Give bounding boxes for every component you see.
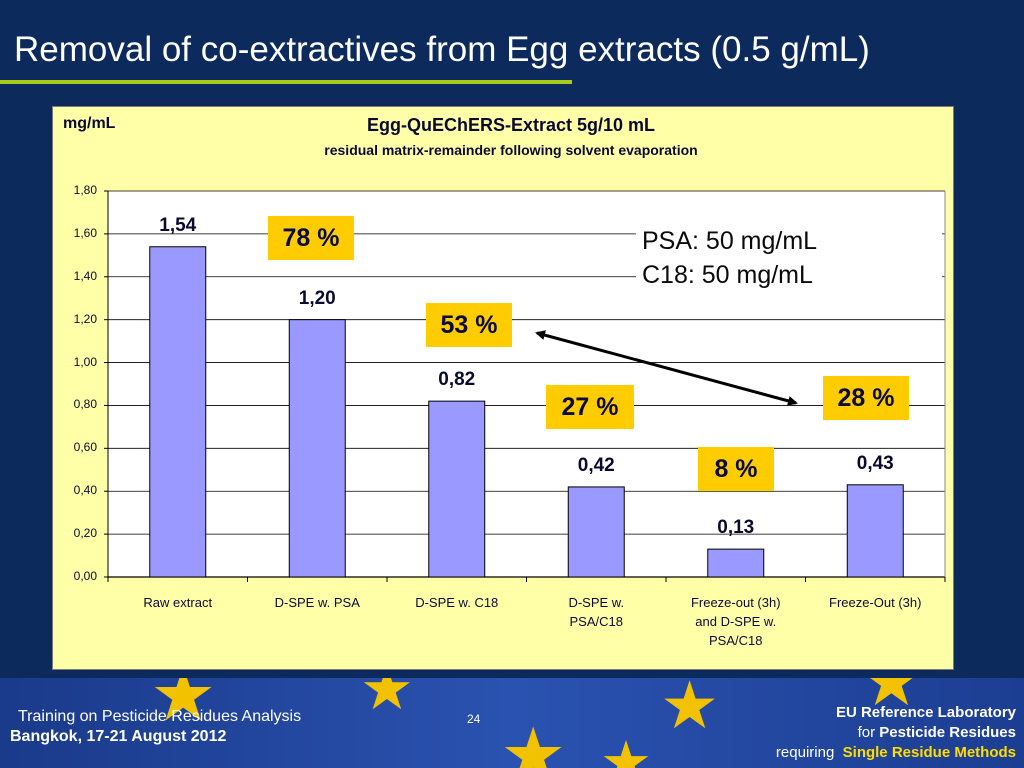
footer-requiring: requiring xyxy=(775,744,835,761)
category-label: D-SPE w. PSA xyxy=(252,593,382,612)
bar xyxy=(428,400,486,578)
category-label-line: Freeze-Out (3h) xyxy=(829,595,922,610)
category-label-line: D-SPE w. C18 xyxy=(415,595,499,610)
star-icon: ★ xyxy=(860,678,923,720)
y-unit-label: mg/mL xyxy=(63,115,116,132)
star-icon: ★ xyxy=(360,678,414,722)
category-label-line: Freeze-out (3h) xyxy=(690,595,781,610)
y-tick-label: 1,00 xyxy=(73,354,97,369)
comparison-arrow xyxy=(535,330,798,406)
note-c18: C18: 50 mg/mL xyxy=(642,261,813,289)
star-icon: ★ xyxy=(150,678,217,736)
footer-for: for xyxy=(857,724,876,741)
bar xyxy=(707,548,765,578)
footer-pesticide-residues: Pesticide Residues xyxy=(879,724,1016,741)
sorbent-note-box: PSA: 50 mg/mL C18: 50 mg/mL xyxy=(636,224,942,292)
category-label-line: D-SPE w. PSA xyxy=(274,595,360,610)
category-label: Freeze-Out (3h) xyxy=(810,593,940,612)
bar xyxy=(149,246,207,578)
footer-lab-line3: requiring Single Residue Methods xyxy=(776,744,1016,761)
footer-single-residue: Single Residue Methods xyxy=(842,744,1016,761)
footer-lab-name: EU Reference Laboratory xyxy=(835,704,1016,721)
star-icon: ★ xyxy=(600,730,652,768)
category-label: Freeze-out (3h) and D-SPE w. PSA/C18 xyxy=(671,593,801,650)
y-tick-label: 1,60 xyxy=(73,225,97,240)
star-icon: ★ xyxy=(660,678,720,742)
category-label: Raw extract xyxy=(113,593,243,612)
bar-value-label: 0,13 xyxy=(717,517,755,539)
slide-title: Removal of co-extractives from Egg extra… xyxy=(14,30,870,69)
bar-value-label: 0,43 xyxy=(856,452,894,474)
footer-location-date: Bangkok, 17-21 August 2012 xyxy=(10,728,227,745)
percent-badge-c18: 53 % xyxy=(426,303,512,347)
category-label-line: D-SPE w. xyxy=(568,595,625,610)
y-tick-label: 1,40 xyxy=(73,268,97,283)
percent-badge-freeze-out: 28 % xyxy=(823,376,909,420)
percent-badge-psa-c18: 27 % xyxy=(546,385,634,429)
chart-plot-svg xyxy=(104,190,946,582)
chart-title: Egg-QuEChERS-Extract 5g/10 mL xyxy=(366,115,656,135)
note-psa: PSA: 50 mg/mL xyxy=(642,227,818,255)
category-label: D-SPE w. C18 xyxy=(392,593,522,612)
page-number: 24 xyxy=(467,712,481,726)
y-tick-label: 1,20 xyxy=(73,311,97,326)
y-tick-label: 0,00 xyxy=(73,569,97,583)
category-label-line: Raw extract xyxy=(143,595,213,610)
category-label-line: PSA/C18 xyxy=(709,633,763,648)
footer-lab-line2: for Pesticide Residues xyxy=(858,724,1016,741)
percent-badge-freeze-dspe: 8 % xyxy=(698,447,774,491)
bar xyxy=(567,486,625,578)
bar xyxy=(846,484,904,578)
y-tick-label: 0,60 xyxy=(73,440,97,455)
category-label-line: PSA/C18 xyxy=(569,614,623,629)
star-icon: ★ xyxy=(500,713,567,768)
chart-panel: mg/mL Egg-QuEChERS-Extract 5g/10 mL resi… xyxy=(52,106,954,670)
bar-value-label: 1,54 xyxy=(159,214,197,236)
bar-value-label: 1,20 xyxy=(298,287,336,309)
chart-subtitle: residual matrix-remainder following solv… xyxy=(324,142,698,158)
title-underline xyxy=(0,80,572,84)
category-label: D-SPE w. PSA/C18 xyxy=(531,593,661,631)
bar-value-label: 0,82 xyxy=(438,369,476,391)
bar xyxy=(288,319,346,578)
y-tick-label: 0,40 xyxy=(73,483,97,498)
category-label-line: and D-SPE w. xyxy=(695,614,777,629)
y-tick-label: 0,80 xyxy=(73,397,97,412)
bar-value-label: 0,42 xyxy=(577,454,615,476)
y-tick-label: 1,80 xyxy=(73,183,97,197)
percent-badge-psa: 78 % xyxy=(268,216,354,260)
footer-training-title: Training on Pesticide Residues Analysis xyxy=(18,708,302,725)
y-tick-label: 0,20 xyxy=(73,526,97,541)
footer-banner: ★ ★ ★ ★ ★ ★ Training on Pesticide Residu… xyxy=(0,678,1024,768)
